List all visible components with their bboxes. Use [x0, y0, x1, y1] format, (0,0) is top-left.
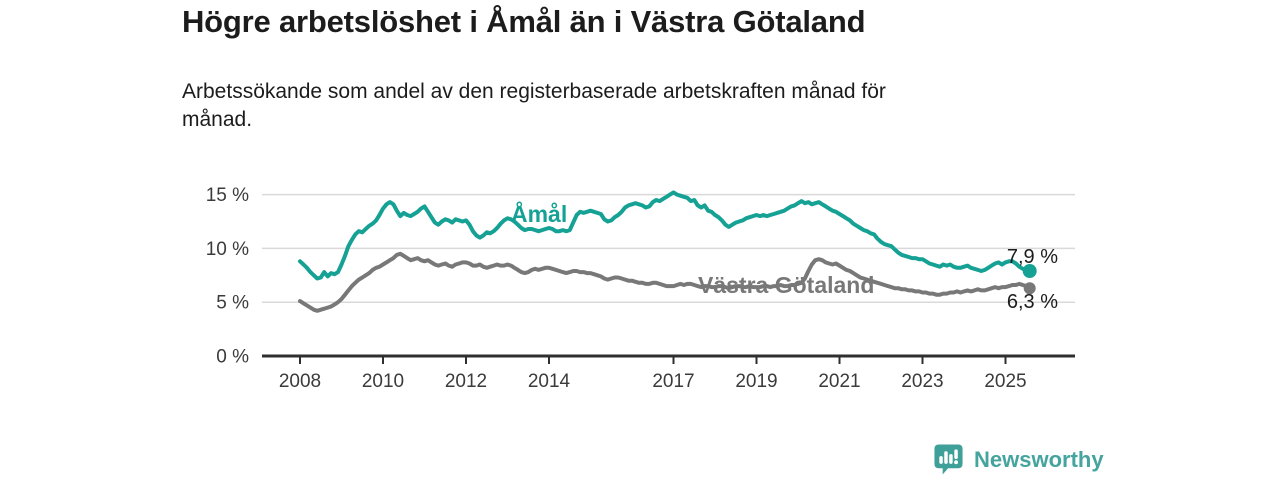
logo-bubble-shape	[934, 444, 963, 475]
chart-title: Högre arbetslöshet i Åmål än i Västra Gö…	[182, 4, 866, 39]
x-axis-label: 2008	[279, 371, 321, 392]
x-axis-label: 2023	[901, 371, 943, 392]
series-line-amal	[298, 190, 1032, 281]
x-axis-label: 2025	[984, 371, 1026, 392]
x-axis-label: 2019	[735, 371, 777, 392]
y-axis-label: 15 %	[206, 185, 249, 206]
series-line-vastra_gotaland	[298, 251, 1032, 313]
series-label-amal: Åmål	[511, 200, 567, 227]
series-end-dot-amal	[1022, 264, 1037, 278]
newsworthy-logo-text: Newsworthy	[974, 446, 1104, 472]
series-end-value-vastra_gotaland: 6,3 %	[1007, 291, 1058, 313]
y-axis-label: 0 %	[216, 347, 249, 368]
y-axis-label: 10 %	[206, 239, 249, 260]
y-axis-label: 5 %	[216, 293, 249, 314]
chart-subtitle: Arbetssökande som andel av den registerb…	[182, 80, 886, 131]
logo-exclamation-dot	[954, 460, 958, 465]
series-end-dot-vastra_gotaland	[1023, 282, 1036, 295]
series-label-vastra_gotaland: Västra Götaland	[698, 272, 874, 298]
x-axis-label: 2010	[362, 371, 404, 392]
logo-bar-tall	[944, 451, 948, 464]
logo-exclamation-bar	[954, 449, 958, 460]
series-end-value-amal: 7,9 %	[1007, 246, 1058, 268]
line-chart: 0 % 5 % 10 % 15 % 2008 2010 2012 2014 2017 2019 20…	[206, 185, 1075, 392]
x-axis-label: 2017	[652, 371, 694, 392]
x-axis-label: 2021	[818, 371, 860, 392]
x-axis-label: 2014	[528, 371, 571, 392]
x-axis-label: 2012	[445, 371, 487, 392]
logo-bar-medium	[949, 454, 953, 464]
newsworthy-logo: Newsworthy	[933, 443, 1104, 476]
newsworthy-logo-icon	[934, 444, 963, 475]
logo-bar-short	[939, 456, 943, 464]
